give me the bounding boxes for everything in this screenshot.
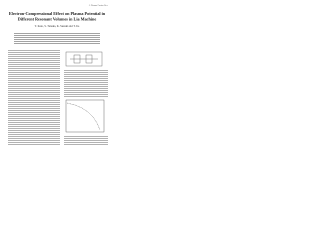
text-line xyxy=(8,104,60,105)
text-line xyxy=(64,138,108,139)
text-line xyxy=(8,76,60,77)
text-line xyxy=(8,132,60,133)
text-line xyxy=(8,54,60,55)
text-line xyxy=(8,122,60,123)
text-line xyxy=(14,41,100,42)
text-line xyxy=(14,43,100,44)
text-line xyxy=(8,108,60,109)
text-line xyxy=(64,82,108,83)
graph-figure xyxy=(65,99,105,133)
text-line xyxy=(8,70,60,71)
text-line xyxy=(8,130,60,131)
text-line xyxy=(8,68,60,69)
text-line xyxy=(8,92,60,93)
text-line xyxy=(64,76,108,77)
title-line: Different Resonant Volumes in Lia Machin… xyxy=(18,17,97,22)
text-line xyxy=(8,142,60,143)
text-line xyxy=(8,138,60,139)
text-line xyxy=(8,110,60,111)
text-line xyxy=(14,33,100,34)
text-line xyxy=(8,88,60,89)
text-line xyxy=(8,116,60,117)
text-line xyxy=(8,72,60,73)
text-line xyxy=(64,74,108,75)
text-line xyxy=(8,118,60,119)
text-line xyxy=(8,66,60,67)
text-line xyxy=(64,86,108,87)
text-line xyxy=(8,56,60,57)
text-line xyxy=(8,126,60,127)
text-line xyxy=(8,58,60,59)
schematic-figure xyxy=(65,51,103,67)
title-line: Electron-Compressional Effect on Plasma … xyxy=(9,11,106,16)
text-line xyxy=(64,140,108,141)
text-line xyxy=(64,84,108,85)
text-line xyxy=(8,100,60,101)
text-line xyxy=(8,74,60,75)
text-line xyxy=(8,80,60,81)
text-line xyxy=(8,90,60,91)
text-line xyxy=(64,78,108,79)
text-line xyxy=(8,64,60,65)
text-line xyxy=(64,90,108,91)
text-line xyxy=(8,128,60,129)
text-line xyxy=(14,37,100,38)
text-line xyxy=(8,98,60,99)
text-line xyxy=(8,62,60,63)
text-line xyxy=(8,114,60,115)
page: J. Plasma Fusion Res. Electron-Compressi… xyxy=(0,0,114,150)
text-line xyxy=(8,134,60,135)
text-line xyxy=(8,144,60,145)
page-background xyxy=(0,0,114,150)
text-line xyxy=(8,86,60,87)
text-line xyxy=(8,112,60,113)
text-line xyxy=(8,106,60,107)
text-line xyxy=(8,96,60,97)
authors: T. Kato, S. Tanaka, K. Suzuki and T. Ito xyxy=(35,25,80,28)
body-text xyxy=(8,33,108,145)
text-line xyxy=(64,92,108,93)
text-line xyxy=(8,124,60,125)
text-line xyxy=(8,94,60,95)
text-line xyxy=(8,52,60,53)
text-line xyxy=(64,136,108,137)
text-line xyxy=(64,70,108,71)
text-line xyxy=(64,96,108,97)
text-line xyxy=(64,72,108,73)
paper-page: J. Plasma Fusion Res. Electron-Compressi… xyxy=(0,0,114,150)
text-line xyxy=(8,84,60,85)
text-line xyxy=(8,82,60,83)
text-line xyxy=(64,88,108,89)
text-line xyxy=(14,39,100,40)
text-line xyxy=(64,144,108,145)
text-line xyxy=(14,35,100,36)
text-line xyxy=(8,136,60,137)
text-line xyxy=(64,80,108,81)
journal-header: J. Plasma Fusion Res. xyxy=(89,5,109,7)
text-line xyxy=(8,78,60,79)
text-line xyxy=(8,102,60,103)
text-line xyxy=(8,60,60,61)
text-line xyxy=(64,142,108,143)
text-line xyxy=(8,50,60,51)
text-line xyxy=(8,120,60,121)
text-line xyxy=(8,140,60,141)
text-line xyxy=(64,94,108,95)
